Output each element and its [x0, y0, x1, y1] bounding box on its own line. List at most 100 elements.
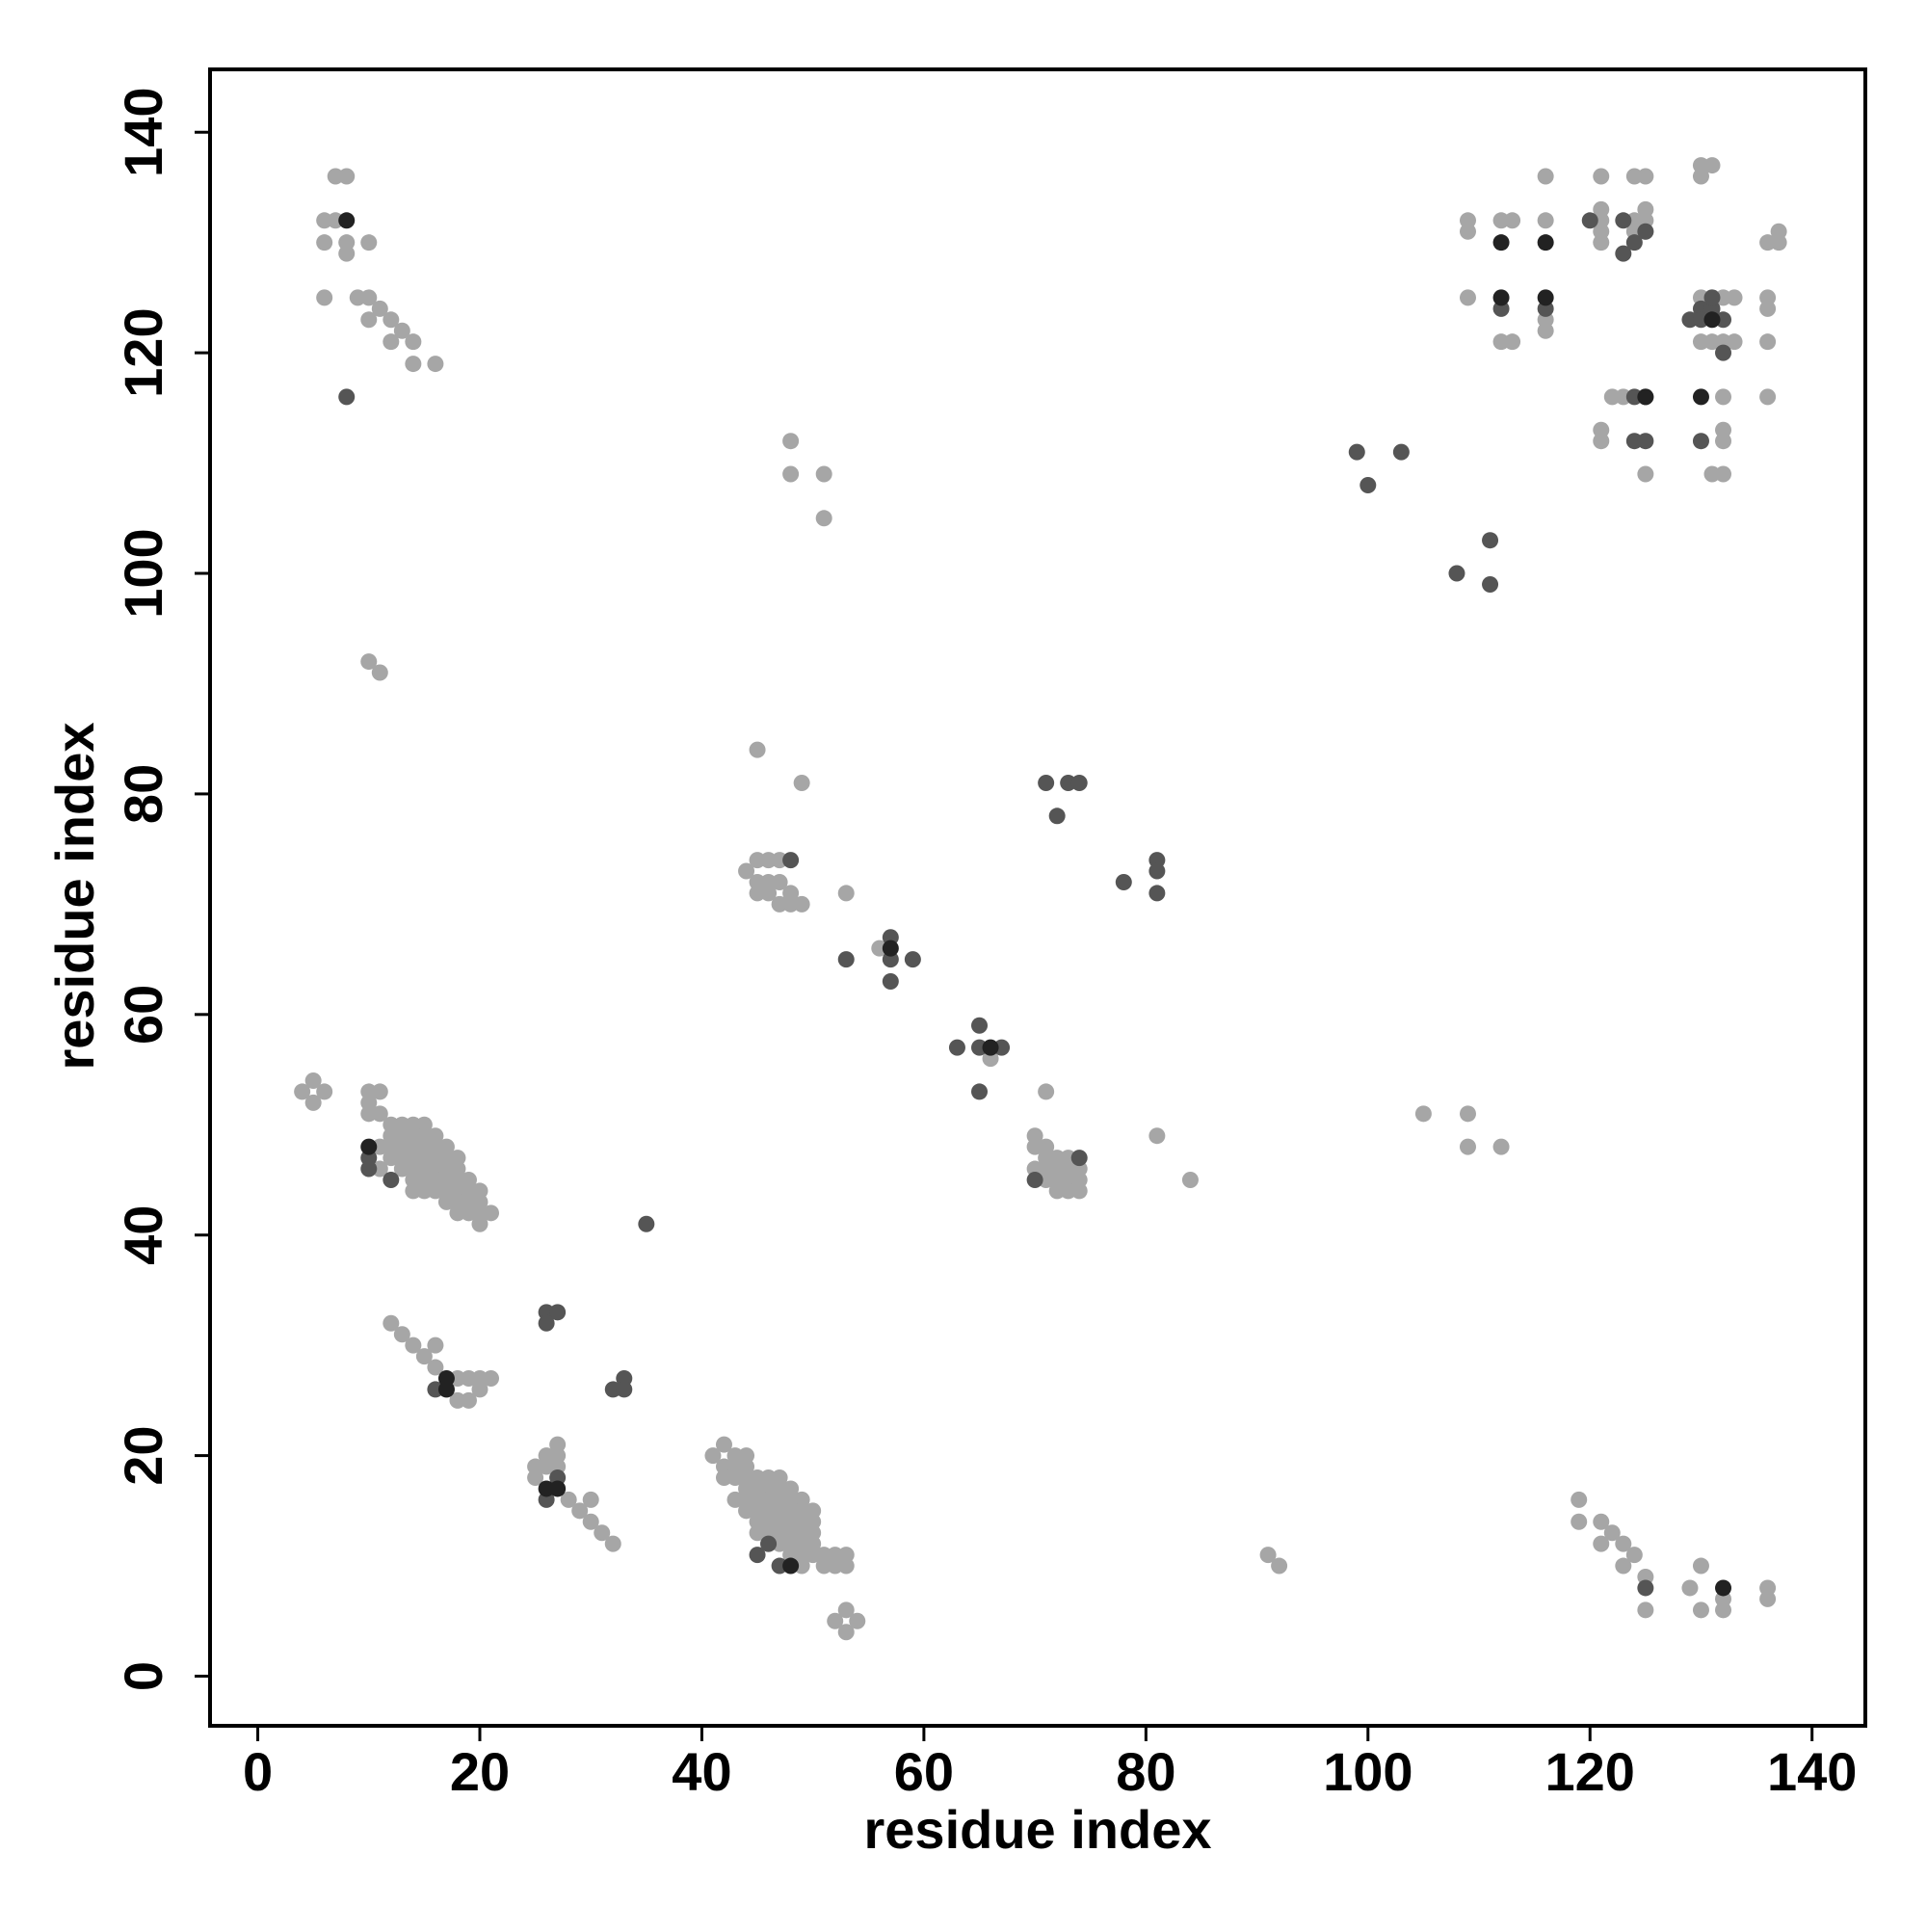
contact-point: [405, 356, 422, 373]
contact-point: [882, 972, 899, 990]
y-tick-label: 120: [113, 307, 173, 397]
contact-point: [1537, 234, 1554, 251]
contact-point: [371, 300, 388, 317]
contact-point: [1148, 885, 1166, 902]
contact-point: [1070, 774, 1088, 791]
contact-point: [1692, 168, 1709, 185]
contact-point: [1726, 333, 1743, 351]
x-tick-label: 120: [1545, 1741, 1635, 1802]
contact-point: [837, 951, 855, 968]
contact-point: [371, 664, 388, 681]
contact-point: [415, 1348, 433, 1365]
contact-point: [1703, 157, 1721, 174]
contact-point: [1482, 532, 1499, 549]
contact-point: [1571, 1491, 1588, 1508]
contact-point: [1070, 1182, 1088, 1200]
contact-point: [1692, 1557, 1709, 1575]
contact-point: [982, 1039, 999, 1056]
contact-point: [383, 311, 400, 329]
contact-point: [549, 1304, 567, 1321]
contact-point: [760, 1469, 778, 1486]
contact-point: [1459, 289, 1476, 306]
contact-point: [1581, 212, 1598, 229]
contact-point: [1038, 774, 1055, 791]
contact-point: [560, 1491, 577, 1508]
contact-point: [1504, 212, 1521, 229]
contact-point: [793, 774, 810, 791]
contact-point: [1759, 300, 1777, 317]
contact-point: [1637, 168, 1654, 185]
contact-point: [1537, 289, 1554, 306]
contact-point: [948, 1039, 965, 1056]
contact-point: [738, 862, 755, 880]
contact-point: [483, 1204, 500, 1222]
contact-point: [338, 168, 356, 185]
contact-point: [1759, 333, 1777, 351]
contact-point: [371, 1105, 388, 1123]
contact-point: [1625, 234, 1643, 251]
contact-point: [316, 234, 333, 251]
contact-point: [1637, 433, 1654, 450]
contact-point: [738, 1480, 755, 1497]
contact-point: [1759, 234, 1777, 251]
contact-point: [782, 433, 800, 450]
contact-point: [1726, 289, 1743, 306]
contact-point: [483, 1369, 500, 1387]
contact-point: [437, 1381, 455, 1398]
contact-point: [549, 1480, 567, 1497]
x-tick-label: 80: [1116, 1741, 1175, 1802]
contact-point: [1715, 1601, 1732, 1619]
contact-point: [1537, 322, 1554, 339]
contact-point: [294, 1083, 311, 1100]
contact-point: [471, 1215, 488, 1232]
contact-point: [815, 510, 832, 527]
contact-point: [1692, 433, 1709, 450]
contact-point: [316, 1083, 333, 1100]
contact-point: [471, 1381, 488, 1398]
contact-point: [1492, 234, 1510, 251]
contact-point: [1593, 168, 1610, 185]
contact-point: [1759, 1590, 1777, 1607]
contact-point: [360, 234, 378, 251]
contact-point: [782, 1557, 800, 1575]
contact-point: [405, 1337, 422, 1354]
contact-point: [1637, 1601, 1654, 1619]
contact-point: [1759, 388, 1777, 406]
contact-point: [1459, 223, 1476, 240]
y-tick-label: 140: [113, 88, 173, 177]
x-tick-label: 20: [450, 1741, 510, 1802]
contact-point: [604, 1535, 621, 1552]
contact-point: [1259, 1547, 1277, 1564]
contact-point: [782, 852, 800, 869]
contact-point: [460, 1391, 477, 1409]
contact-point: [837, 885, 855, 902]
x-tick-label: 100: [1323, 1741, 1412, 1802]
contact-point: [360, 653, 378, 671]
contact-point: [538, 1314, 555, 1332]
contact-point: [383, 1314, 400, 1332]
contact-point: [360, 1138, 378, 1155]
contact-point: [1637, 388, 1654, 406]
contact-point: [749, 741, 766, 758]
contact-point: [971, 1083, 989, 1100]
y-tick-label: 100: [113, 528, 173, 618]
contact-point: [837, 1557, 855, 1575]
contact-point: [1692, 388, 1709, 406]
contact-point: [1448, 565, 1465, 582]
contact-point: [582, 1491, 599, 1508]
contact-point: [815, 465, 832, 483]
contact-point: [338, 245, 356, 262]
contact-point: [316, 289, 333, 306]
contact-point: [360, 289, 378, 306]
contact-point: [1615, 1557, 1632, 1575]
contact-point: [1359, 476, 1377, 493]
y-tick-label: 80: [113, 764, 173, 824]
contact-point: [616, 1381, 633, 1398]
contact-point: [1571, 1513, 1588, 1530]
contact-point: [582, 1513, 599, 1530]
y-tick-label: 20: [113, 1425, 173, 1485]
contact-point: [1459, 1105, 1476, 1123]
contact-point: [527, 1469, 544, 1486]
contact-point: [760, 1535, 778, 1552]
